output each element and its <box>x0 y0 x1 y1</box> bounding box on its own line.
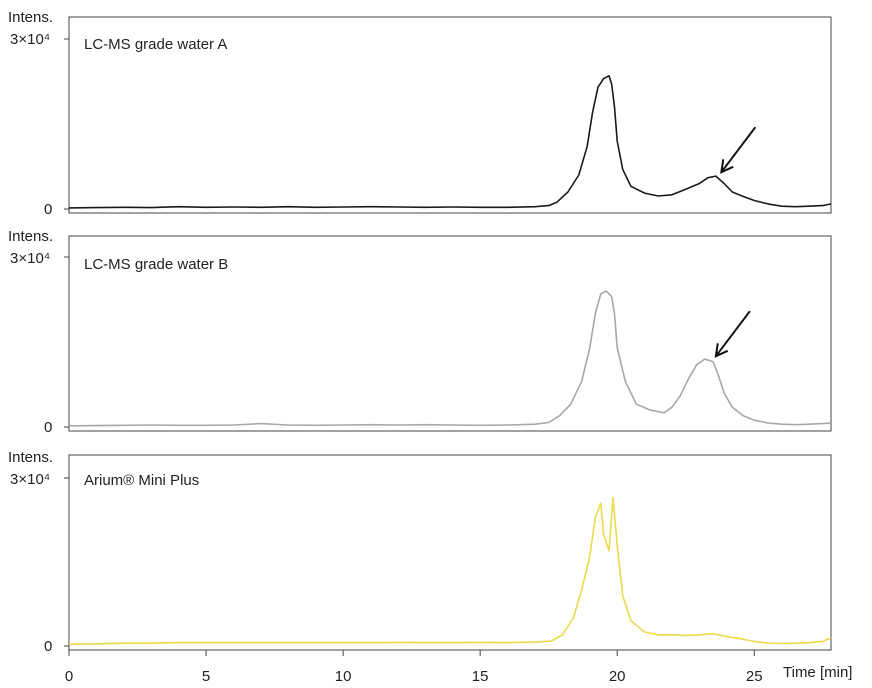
x-tick-label: 0 <box>65 668 73 685</box>
y-tick-top: 3×10⁴ <box>10 471 50 488</box>
series-label: Arium® Mini Plus <box>84 472 199 489</box>
panel-water-b: Intens. 3×10⁴ 0 LC-MS grade water B <box>8 228 832 436</box>
y-tick-top: 3×10⁴ <box>10 31 50 48</box>
series-label: LC-MS grade water A <box>84 36 227 53</box>
y-tick-zero: 0 <box>44 419 52 436</box>
y-tick-zero: 0 <box>44 201 52 218</box>
series-line <box>68 75 832 209</box>
series-line <box>68 496 832 646</box>
y-axis-label: Intens. <box>8 228 53 245</box>
annotation-arrow <box>720 126 757 174</box>
y-tick-top: 3×10⁴ <box>10 250 50 267</box>
plot-frame <box>68 454 832 651</box>
x-tick-label: 10 <box>335 668 352 685</box>
plot-frame <box>68 235 832 432</box>
y-axis-label: Intens. <box>8 9 53 26</box>
series-label: LC-MS grade water B <box>84 256 228 273</box>
annotation-arrow <box>714 310 751 358</box>
y-tick-zero: 0 <box>44 638 52 655</box>
panel-water-a: Intens. 3×10⁴ 0 LC-MS grade water A <box>8 9 832 218</box>
series-line <box>68 290 832 427</box>
plot-frame <box>68 16 832 214</box>
y-axis-label: Intens. <box>8 449 53 466</box>
x-tick-label: 25 <box>746 668 763 685</box>
x-tick-label: 15 <box>472 668 489 685</box>
panel-arium: Intens. 3×10⁴ 0 Arium® Mini Plus 0 5 10 15 2… <box>8 449 852 685</box>
x-tick-label: 5 <box>202 668 210 685</box>
x-tick-label: 20 <box>609 668 626 685</box>
x-axis-ticks: 0 5 10 15 20 25 <box>65 650 763 685</box>
x-axis-label: Time [min] <box>783 664 852 681</box>
